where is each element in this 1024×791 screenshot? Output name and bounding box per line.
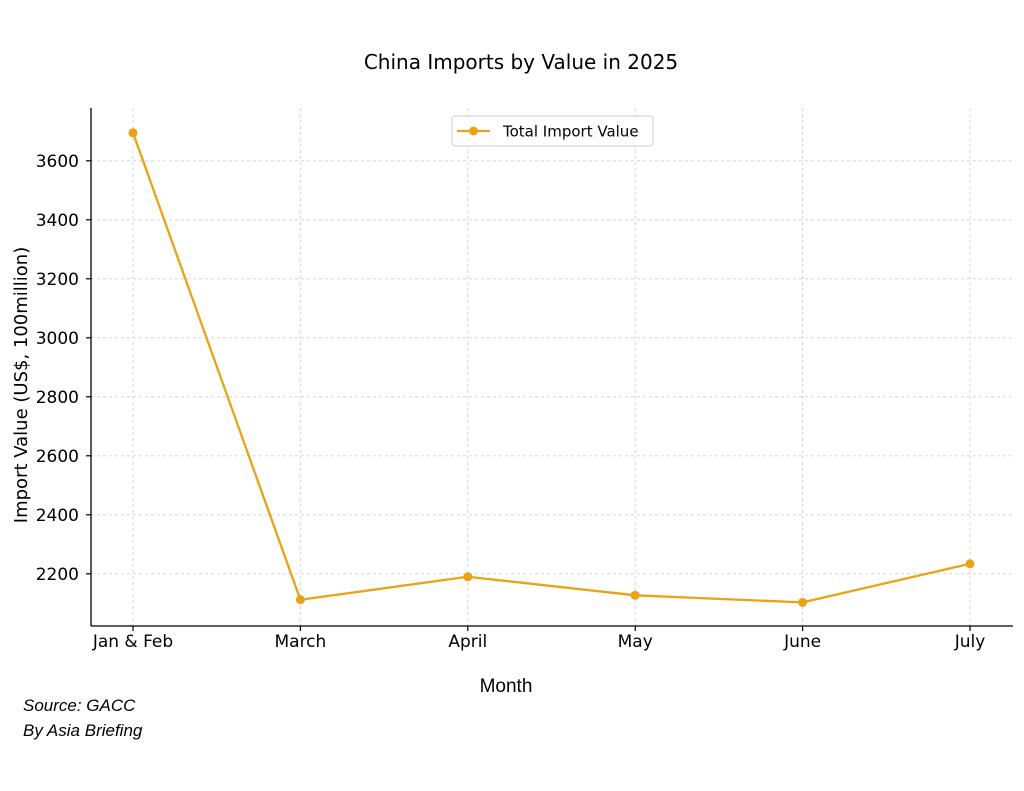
y-tick-label: 3600 (36, 152, 79, 172)
x-tick-label: March (274, 632, 326, 652)
legend-label: Total Import Value (502, 123, 639, 141)
x-axis-ticks: Jan & Feb March April May June July (92, 626, 985, 652)
data-point (128, 128, 138, 138)
x-axis-label: Month (480, 676, 533, 697)
series-total-import-value (128, 128, 975, 607)
y-axis-label: Import Value (US$, 100million) (11, 247, 32, 523)
data-point (965, 559, 975, 569)
grid-lines (91, 108, 1013, 626)
y-tick-label: 2400 (36, 506, 79, 526)
y-tick-label: 3400 (36, 211, 79, 231)
chart-title: China Imports by Value in 2025 (364, 50, 678, 74)
y-tick-label: 2200 (36, 565, 79, 585)
x-tick-label: July (954, 632, 986, 652)
y-tick-label: 3000 (36, 329, 79, 349)
y-tick-label: 2600 (36, 447, 79, 467)
y-tick-label: 3200 (36, 270, 79, 290)
data-point (295, 595, 305, 605)
credit-note: By Asia Briefing (23, 721, 143, 740)
axes (90, 108, 1013, 627)
data-point (630, 590, 640, 600)
legend: Total Import Value (451, 115, 654, 147)
data-point (463, 572, 473, 582)
y-axis-ticks: 2200 2400 2600 2800 3000 3200 3400 3600 (36, 152, 91, 585)
source-note: Source: GACC (23, 696, 136, 715)
data-point (798, 597, 808, 607)
legend-marker-icon (469, 126, 478, 136)
x-tick-label: June (783, 632, 821, 652)
x-tick-label: April (448, 632, 487, 652)
x-tick-label: Jan & Feb (92, 632, 173, 652)
y-tick-label: 2800 (36, 388, 79, 408)
x-tick-label: May (618, 632, 653, 652)
